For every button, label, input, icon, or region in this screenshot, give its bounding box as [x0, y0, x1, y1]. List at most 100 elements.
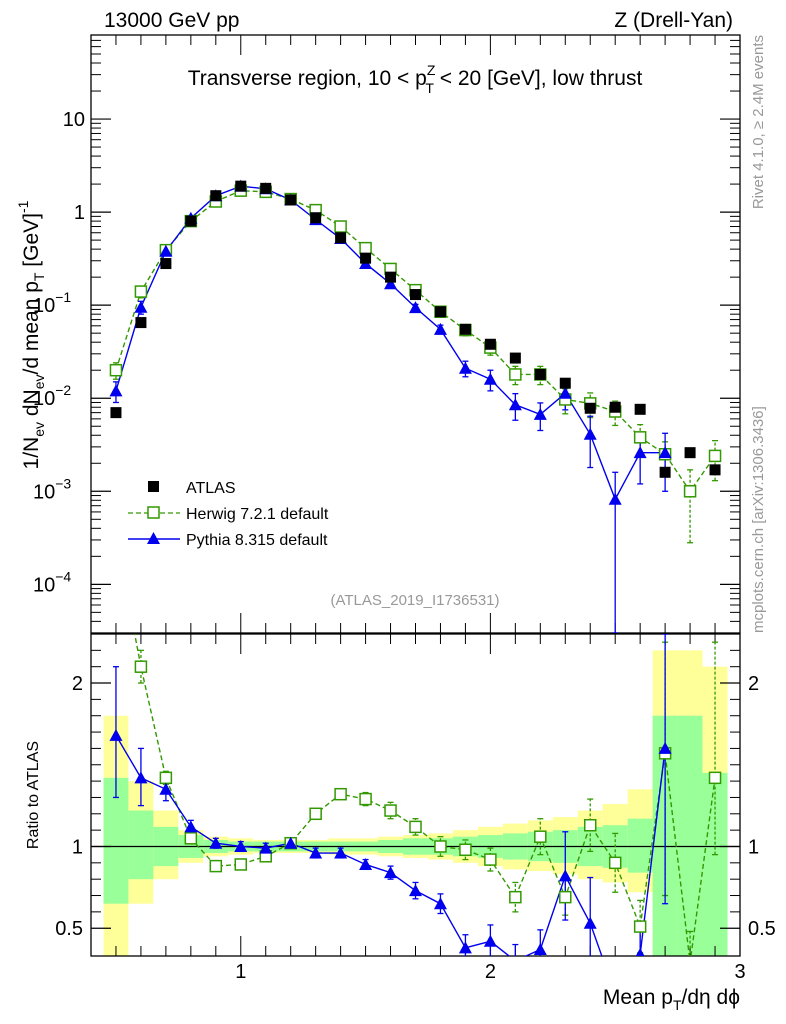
pythia-ratio-point	[558, 869, 572, 882]
atlas-point	[235, 180, 247, 192]
herwig-point	[134, 285, 148, 298]
pythia-point	[134, 300, 148, 313]
pythia-point	[658, 446, 672, 459]
herwig-point	[683, 485, 697, 498]
pythia-point	[583, 427, 597, 440]
herwig-ratio-point	[159, 771, 173, 785]
herwig-ratio-point	[633, 920, 647, 933]
pythia-ratio-point	[433, 897, 447, 910]
atlas-point	[584, 402, 596, 414]
main-y-axis-label: 1/Nev dNev/d mean pT [GeV]-1	[15, 200, 47, 469]
ratio-band-green	[128, 810, 154, 880]
x-tick-label: 2	[485, 961, 496, 983]
atlas-point	[609, 401, 621, 413]
legend: ATLAS Herwig 7.2.1 default Pythia 8.315 …	[128, 480, 329, 549]
y-tick-label: 1	[74, 202, 85, 224]
atlas-point	[410, 289, 421, 301]
herwig-ratio-point	[359, 792, 372, 806]
pythia-ratio-point	[334, 846, 348, 859]
plot-title: Transverse region, 10 < pZ T < 20 [GeV], …	[188, 62, 643, 96]
herwig-ratio-point	[685, 957, 696, 968]
ratio-band-green	[677, 715, 703, 956]
y-tick-label: 10−4	[33, 568, 71, 596]
pythia-ratio-point	[309, 846, 323, 859]
ratio-series	[91, 634, 740, 968]
ratio-y-axis-label: Ratio to ATLAS	[25, 741, 42, 849]
atlas-point	[684, 447, 696, 459]
x-axis-label: Mean pT/dη dϕ	[603, 986, 740, 1013]
pythia-ratio-point	[134, 771, 148, 784]
atlas-point	[659, 466, 671, 478]
atlas-point	[110, 407, 122, 419]
header-collision: 13000 GeV pp	[104, 9, 239, 32]
pythia-line	[115, 185, 666, 501]
herwig-ratio-point	[209, 859, 223, 873]
pythia-point	[558, 386, 572, 399]
ratio-y-tick-label-right: 0.5	[748, 918, 776, 940]
atlas-point	[160, 258, 172, 270]
pythia-ratio-point	[514, 954, 517, 956]
herwig-point	[708, 449, 722, 463]
pythia-point	[433, 322, 447, 335]
pythia-ratio-point	[583, 916, 597, 929]
herwig-ratio-point	[559, 890, 572, 904]
pythia-ratio-point	[284, 836, 298, 849]
rivet-version-label: Rivet 4.1.0, ≥ 2.4M events	[750, 35, 767, 209]
ratio-bands	[103, 650, 728, 956]
ratio-axes: 0.5 0.5 1 1 2 2 1 2 3	[55, 634, 776, 983]
atlas-point	[260, 182, 272, 194]
herwig-point	[109, 363, 123, 377]
pythia-point	[633, 446, 647, 459]
y-tick-label: 10−3	[33, 475, 71, 503]
pythia-ratio-point	[234, 839, 248, 852]
pythia-point	[608, 492, 622, 505]
herwig-point	[633, 431, 647, 444]
herwig-point	[334, 220, 347, 233]
pythia-ratio-point	[259, 841, 273, 854]
atlas-point	[310, 212, 322, 224]
pythia-ratio-point	[184, 820, 198, 833]
herwig-ratio-point	[409, 820, 422, 834]
y-tick-label: 10−2	[33, 382, 71, 410]
mcplots-citation-label: mcplots.cern.ch [arXiv:1306.3436]	[750, 406, 767, 633]
atlas-point	[534, 368, 546, 380]
herwig-ratio-point	[608, 856, 622, 870]
ratio-band-green	[627, 818, 653, 873]
y-tick-label: 10	[63, 109, 85, 131]
legend-marker-atlas	[148, 481, 159, 492]
herwig-ratio-point	[708, 771, 722, 785]
ratio-y-tick-label: 0.5	[55, 918, 83, 940]
atlas-point	[335, 232, 347, 244]
atlas-point	[634, 403, 646, 415]
atlas-point	[385, 271, 397, 283]
atlas-point	[484, 338, 496, 350]
atlas-point	[360, 252, 372, 264]
herwig-ratio-point	[184, 832, 198, 845]
pythia-point	[533, 407, 547, 420]
herwig-ratio-point	[509, 890, 522, 904]
atlas-point	[185, 215, 197, 227]
herwig-ratio-point	[334, 787, 347, 801]
legend-label-pythia: Pythia 8.315 default	[186, 532, 328, 549]
main-axes: 10−4 10−3 10−2 10−1 1 10	[33, 34, 741, 634]
atlas-point	[709, 464, 721, 476]
herwig-ratio-point	[384, 804, 397, 817]
pythia-point	[508, 398, 522, 411]
herwig-point	[359, 241, 372, 255]
pythia-point	[384, 277, 398, 290]
herwig-ratio-point	[134, 660, 148, 673]
main-series	[109, 179, 722, 633]
atlas-point	[509, 352, 521, 364]
pythia-point	[483, 372, 497, 385]
pythia-ratio-point	[458, 941, 472, 954]
pythia-ratio-point	[483, 934, 497, 947]
herwig-ratio-point	[583, 818, 597, 832]
ratio-y-tick-label: 2	[72, 673, 83, 695]
herwig-line	[115, 189, 716, 493]
atlas-point	[459, 323, 471, 335]
atlas-point	[434, 306, 446, 318]
y-tick-label: 10−1	[33, 289, 71, 317]
ratio-band-green	[103, 777, 129, 904]
atlas-point	[285, 194, 297, 206]
